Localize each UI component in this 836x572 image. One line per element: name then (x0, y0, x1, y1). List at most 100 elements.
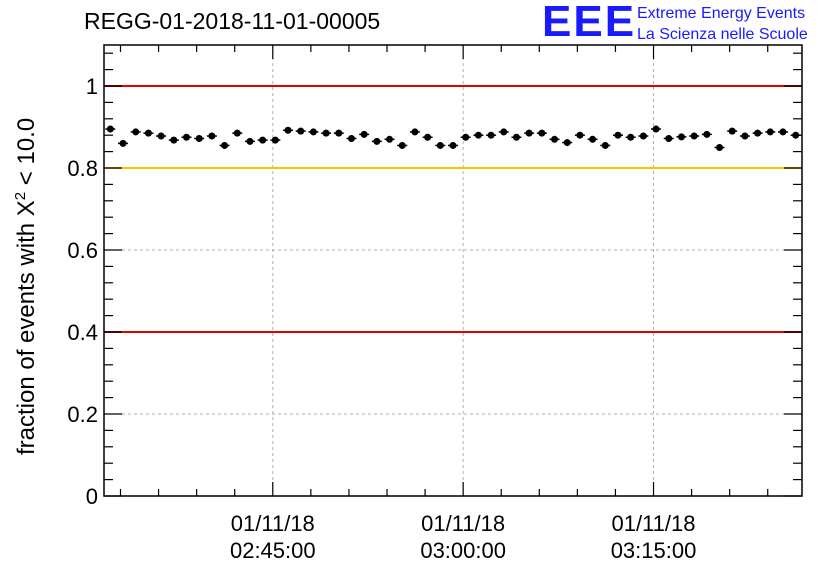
data-point (574, 131, 585, 139)
tick-labels: 00.20.40.60.8101/11/1802:45:0001/11/1803… (67, 74, 696, 563)
data-point (384, 135, 395, 143)
marker (703, 130, 711, 138)
marker (728, 127, 736, 135)
data-point (600, 141, 611, 149)
plot-frame-rect (103, 44, 803, 497)
data-point (638, 132, 649, 140)
marker (474, 131, 482, 139)
y-label-suffix: < 10.0 (13, 117, 40, 192)
y-tick-label: 0.4 (67, 320, 98, 345)
marker (309, 128, 317, 136)
data-point (435, 141, 446, 149)
data-point (270, 136, 281, 144)
data-point (765, 128, 776, 136)
y-tick-label: 1 (86, 74, 98, 99)
plot-frame (103, 44, 803, 497)
marker (297, 127, 305, 135)
data-point (473, 131, 484, 139)
data-point (790, 131, 801, 139)
data-point (346, 134, 357, 142)
data-point (701, 130, 712, 138)
marker (106, 125, 114, 133)
data-point (625, 133, 636, 141)
data-point (283, 126, 294, 134)
marker (436, 141, 444, 149)
data-point (498, 128, 509, 136)
marker (221, 141, 229, 149)
data-point (612, 131, 623, 139)
marker (690, 132, 698, 140)
data-point (714, 144, 725, 151)
marker (259, 136, 267, 144)
marker (386, 135, 394, 143)
data-point (777, 128, 788, 136)
x-tick-label-date: 01/11/18 (421, 511, 505, 536)
marker (424, 133, 432, 141)
y-tick-label: 0.8 (67, 156, 98, 181)
run-title: REGG-01-2018-11-01-00005 (84, 8, 381, 34)
marker (271, 136, 279, 144)
marker (716, 144, 724, 151)
marker (411, 128, 419, 136)
marker (551, 135, 559, 143)
data-point (257, 136, 268, 144)
data-point (371, 137, 382, 145)
data-point (511, 133, 522, 141)
data-point (321, 129, 332, 137)
x-tick-label-time: 03:15:00 (611, 538, 697, 563)
data-point (130, 128, 141, 136)
data-point (295, 127, 306, 135)
marker (792, 131, 800, 139)
eee-logo: EEE Extreme Energy Events La Scienza nel… (542, 0, 832, 46)
marker (576, 131, 584, 139)
marker (322, 129, 330, 137)
data-point (409, 128, 420, 136)
marker (601, 141, 609, 149)
data-point (752, 129, 763, 137)
data-point (333, 129, 344, 137)
marker (360, 130, 368, 138)
marker (462, 133, 470, 141)
marker (500, 128, 508, 136)
data-point (194, 134, 205, 142)
marker (487, 131, 495, 139)
y-tick-label: 0.2 (67, 402, 98, 427)
marker (525, 129, 533, 137)
data-point (460, 133, 471, 141)
logo-line-2: La Scienza nelle Scuole (637, 26, 808, 43)
data-point (181, 133, 192, 141)
marker (373, 137, 381, 145)
marker (639, 132, 647, 140)
marker (335, 129, 343, 137)
marker (170, 136, 178, 144)
grid (104, 45, 802, 496)
data-point (206, 132, 217, 140)
data-point (422, 133, 433, 141)
data-point (118, 139, 129, 147)
marker (195, 134, 203, 142)
data-point (676, 133, 687, 141)
data-point (587, 135, 598, 143)
y-tick-label: 0 (86, 484, 98, 509)
marker (652, 125, 660, 133)
data-point (219, 141, 230, 149)
data-point (232, 129, 243, 137)
marker (677, 133, 685, 141)
marker (182, 133, 190, 141)
axis-ticks (104, 45, 802, 497)
x-tick-label-time: 03:00:00 (420, 538, 506, 563)
marker (119, 139, 127, 147)
reference-lines (104, 85, 802, 333)
data-point (156, 132, 167, 140)
marker (665, 134, 673, 142)
marker (208, 132, 216, 140)
data-point (397, 141, 408, 149)
data-point (663, 134, 674, 142)
data-point (244, 137, 255, 145)
data-point (727, 127, 738, 135)
x-tick-label-date: 01/11/18 (231, 511, 315, 536)
y-label-sup: 2 (12, 191, 29, 201)
marker (563, 139, 571, 147)
marker (779, 128, 787, 136)
